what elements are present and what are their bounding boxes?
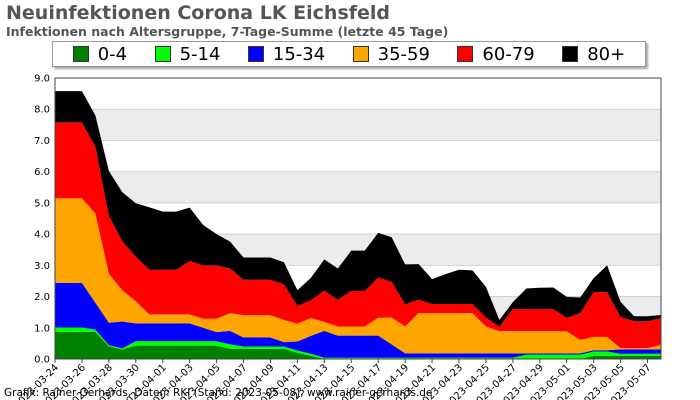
y-tick-label: 4.0 [34, 230, 50, 241]
grid-band [55, 109, 661, 141]
area-series-0-4 [55, 331, 661, 359]
area-series-15-34 [55, 282, 661, 358]
legend: 0-4 5-14 15-34 35-59 60-79 80+ [52, 41, 646, 67]
legend-label: 80+ [587, 43, 626, 65]
legend-swatch [247, 46, 264, 62]
legend-label: 5-14 [179, 43, 221, 65]
chart-subtitle: Infektionen nach Altersgruppe, 7-Tage-Su… [6, 24, 449, 39]
legend-item-80+: 80+ [562, 44, 625, 65]
footer-credit: Grafik: Rainer Gerhards, Daten: RKI (Sta… [4, 387, 433, 399]
y-tick-label: 9.0 [34, 74, 50, 85]
legend-item-5-14: 5-14 [154, 43, 221, 65]
legend-swatch [562, 46, 579, 62]
legend-label: 35-59 [377, 43, 430, 65]
y-tick-label: 5.0 [34, 198, 50, 209]
legend-label: 60-79 [482, 43, 535, 65]
legend-item-0-4: 0-4 [72, 43, 128, 65]
legend-label: 0-4 [97, 43, 128, 65]
y-tick-label: 2.0 [34, 292, 50, 303]
area-series-60-79 [55, 122, 661, 349]
legend-swatch [352, 46, 369, 62]
legend-swatch [72, 46, 89, 62]
chart-title: Neuinfektionen Corona LK Eichsfeld [6, 2, 391, 24]
y-tick-label: 7.0 [34, 136, 50, 147]
legend-item-15-34: 15-34 [247, 43, 326, 65]
y-tick-label: 0.0 [34, 355, 50, 366]
grid-band [55, 171, 661, 203]
area-series-80+ [55, 91, 661, 327]
y-tick-label: 6.0 [34, 167, 50, 178]
legend-label: 15-34 [272, 43, 326, 65]
y-tick-label: 8.0 [34, 105, 50, 116]
legend-swatch [154, 46, 171, 62]
y-tick-label: 3.0 [34, 261, 50, 272]
plot-frame [54, 77, 662, 360]
y-tick-label: 1.0 [34, 323, 50, 334]
legend-swatch [457, 46, 474, 62]
area-series-5-14 [55, 327, 661, 359]
area-series-35-59 [55, 198, 661, 354]
legend-item-60-79: 60-79 [457, 43, 535, 65]
legend-item-35-59: 35-59 [352, 43, 430, 65]
